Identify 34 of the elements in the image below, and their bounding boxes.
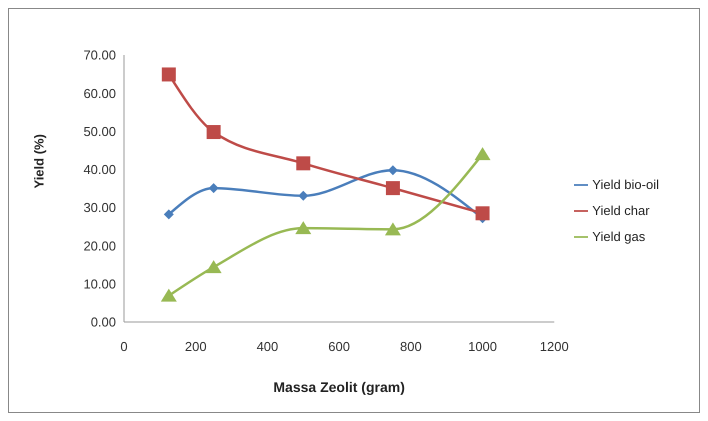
x-tick-label: 200 <box>184 339 207 354</box>
y-tick-label: 10.00 <box>83 276 116 292</box>
x-tick-label: 600 <box>328 339 350 354</box>
point <box>164 209 174 220</box>
point <box>386 181 400 196</box>
y-tick-label: 30.00 <box>83 200 116 216</box>
y-axis-title: Yield (%) <box>32 134 47 188</box>
point <box>208 183 219 194</box>
x-tick-label: 800 <box>400 339 422 354</box>
point <box>162 67 176 82</box>
point <box>298 190 308 201</box>
point <box>206 260 222 274</box>
x-axis-title: Massa Zeolit (gram) <box>273 379 405 395</box>
point <box>388 165 398 176</box>
point <box>384 222 401 236</box>
y-tick-label: 40.00 <box>83 162 116 178</box>
x-tick-label: 0 <box>120 339 128 354</box>
point <box>206 125 221 140</box>
x-tick-label: 1000 <box>468 339 498 354</box>
y-tick-label: 60.00 <box>83 86 116 101</box>
x-tick-label: 400 <box>256 339 278 354</box>
point <box>160 288 177 302</box>
legend-label: Yield gas <box>592 228 646 244</box>
y-tick-label: 70.00 <box>83 48 116 63</box>
point <box>474 147 491 160</box>
y-tick-label: 50.00 <box>83 124 116 139</box>
y-tick-label: 20.00 <box>83 238 116 254</box>
legend-label: Yield bio-oil <box>592 176 659 192</box>
y-tick-label: 0.00 <box>90 314 116 330</box>
legend-label: Yield char <box>592 202 650 218</box>
point <box>476 206 490 220</box>
x-tick-label: 1200 <box>540 339 569 354</box>
point <box>295 221 312 234</box>
point <box>296 156 310 170</box>
